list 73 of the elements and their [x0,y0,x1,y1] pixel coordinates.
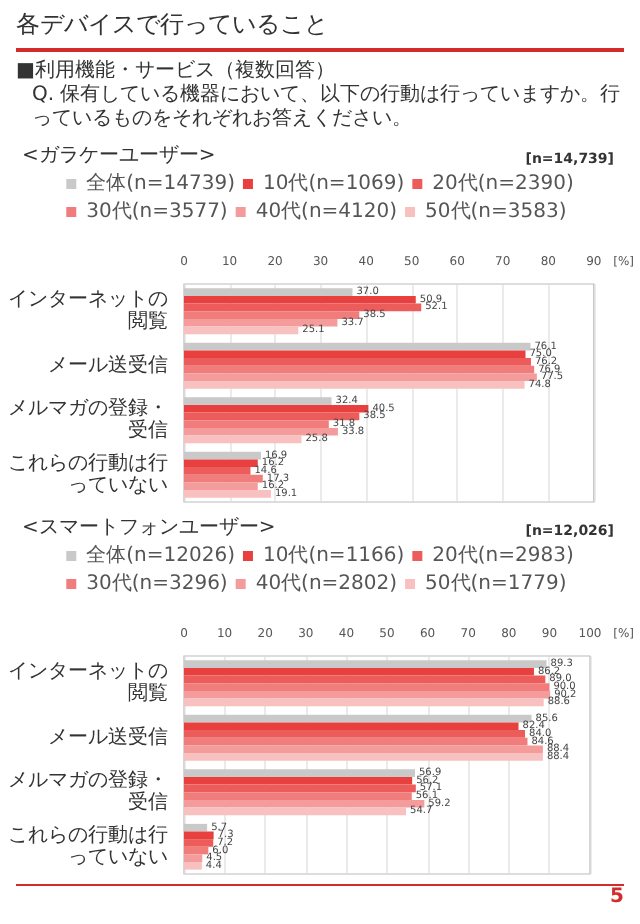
bar [184,295,416,304]
bar [184,365,535,374]
bar [184,846,209,855]
legend-label: 30代(n=3296) [86,573,228,595]
legend-label: 30代(n=3577) [86,201,228,223]
bar [184,862,202,870]
bar [184,823,208,832]
bar [184,769,415,777]
bar [184,745,543,754]
bar [184,420,329,428]
bar [184,474,263,483]
bar [184,807,407,816]
legend-label: 全体(n=12026) [86,543,236,567]
y-tick-label: メルマガの登録・受信 [8,768,168,815]
bar [184,311,360,319]
y-tick-label: これらの行動は行っていない [8,824,168,869]
legend-label: 10代(n=1069) [262,173,405,195]
bar [184,792,412,800]
bar [184,459,258,468]
y-tick-label: メール送受信 [48,724,168,749]
bar [184,373,537,382]
y-tick-label: インターネットの閲覧 [8,661,168,706]
bar [184,342,531,351]
y-tick-label: メール送受信 [48,352,168,377]
chart-title: <スマートフォンユーザー> [22,517,276,539]
y-tick-label: インターネットの閲覧 [8,289,168,334]
text: 各デバイスで行っていること [16,8,624,52]
bar [184,690,551,699]
bar [184,490,271,498]
y-tick-label: これらの行動は行っていない [8,452,168,497]
bar [184,381,525,389]
y-tick-label: メルマガの登録・受信 [8,396,168,443]
bar [184,831,214,840]
bar [184,482,258,491]
bar [184,660,547,668]
bar [184,839,214,847]
bar [184,397,332,405]
legend-label: 40代(n=4120) [255,201,398,223]
text: ■利用機能・サービス（複数回答） [16,60,337,83]
bar [184,435,302,444]
bar [184,427,338,436]
bar [184,722,519,731]
bar [184,683,550,691]
legend-label: 50代(n=3583) [425,201,567,223]
bar [184,854,203,863]
bar [184,730,526,738]
bar [184,753,543,761]
bar [184,350,526,359]
bar [184,358,531,366]
bar [184,288,353,296]
bar [184,326,299,335]
legend-label: 20代(n=2390) [432,173,574,195]
text: Q. 保有している機器において、以下の行動は行っていますか。行っているものをそれぞれお答えください。 [30,84,623,132]
bar [184,776,413,785]
bar [184,698,544,707]
bar [184,303,422,312]
bar [184,784,416,793]
bar [184,714,532,723]
bar [184,467,251,475]
legend-label: 全体(n=14739) [86,171,236,195]
bar [184,451,261,460]
bar [184,318,338,327]
legend-label: 20代(n=2983) [432,545,574,567]
chart-title: <ガラケーユーザー> [22,145,216,167]
bar [184,667,534,676]
text: 5 [610,886,624,908]
bar [184,799,425,808]
bar [184,404,369,413]
legend-label: 10代(n=1166) [262,545,405,567]
bar [184,737,528,746]
legend-label: 40代(n=2802) [255,573,398,595]
legend-label: 50代(n=1779) [425,573,567,595]
bar [184,675,546,684]
